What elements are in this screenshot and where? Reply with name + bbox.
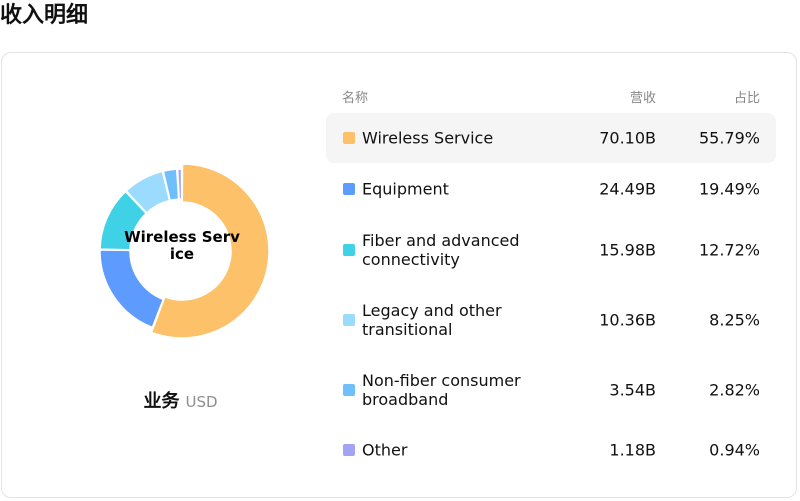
legend-swatch bbox=[343, 444, 355, 456]
row-name: Equipment bbox=[362, 179, 449, 199]
header-revenue: 营收 bbox=[629, 91, 656, 106]
table-row[interactable]: Legacy and other transitional 10.36B 8.2… bbox=[326, 295, 776, 345]
legend-swatch bbox=[343, 244, 355, 256]
row-share: 2.82% bbox=[709, 380, 760, 400]
donut-chart[interactable]: Wireless Service bbox=[84, 153, 280, 349]
row-revenue: 24.49B bbox=[599, 179, 656, 199]
chart-caption: 业务 USD bbox=[2, 387, 359, 413]
revenue-card: Wireless Service 业务 USD 名称 营收 占比 Wireless… bbox=[1, 52, 797, 498]
row-revenue: 10.36B bbox=[599, 310, 656, 330]
legend-swatch bbox=[343, 183, 355, 195]
row-name: Other bbox=[362, 440, 408, 460]
caption-label: 业务 bbox=[143, 391, 180, 412]
page-title: 收入明细 bbox=[0, 3, 89, 28]
row-share: 0.94% bbox=[709, 440, 760, 460]
header-share: 占比 bbox=[733, 91, 760, 106]
donut-slice[interactable] bbox=[99, 249, 165, 329]
donut-slice[interactable] bbox=[125, 170, 171, 214]
table-row[interactable]: Fiber and advanced connectivity 15.98B 1… bbox=[326, 225, 776, 275]
legend-swatch bbox=[343, 132, 355, 144]
donut-center-label: Wireless Service bbox=[124, 228, 240, 263]
table-row[interactable]: Wireless Service 70.10B 55.79% bbox=[326, 113, 776, 163]
row-share: 12.72% bbox=[698, 240, 760, 260]
donut-slice[interactable] bbox=[176, 168, 183, 200]
row-name: Non-fiber consumer broadband bbox=[362, 371, 521, 409]
header-name: 名称 bbox=[342, 91, 369, 106]
row-share: 8.25% bbox=[709, 310, 760, 330]
table-header: 名称 营收 占比 bbox=[326, 87, 776, 107]
row-revenue: 70.10B bbox=[599, 128, 656, 148]
table-row[interactable]: Non-fiber consumer broadband 3.54B 2.82% bbox=[326, 365, 776, 415]
caption-unit: USD bbox=[185, 393, 218, 411]
legend-swatch bbox=[343, 314, 355, 326]
donut-slice[interactable] bbox=[99, 190, 148, 251]
donut-svg bbox=[99, 163, 270, 339]
donut-slice[interactable] bbox=[150, 163, 270, 339]
row-share: 55.79% bbox=[698, 128, 760, 148]
row-share: 19.49% bbox=[698, 179, 760, 199]
row-revenue: 15.98B bbox=[599, 240, 656, 260]
row-revenue: 3.54B bbox=[609, 380, 656, 400]
row-name: Fiber and advanced connectivity bbox=[362, 231, 520, 269]
legend-swatch bbox=[343, 384, 355, 396]
table-row[interactable]: Equipment 24.49B 19.49% bbox=[326, 164, 776, 214]
row-revenue: 1.18B bbox=[609, 440, 656, 460]
row-name: Legacy and other transitional bbox=[362, 301, 502, 339]
row-name: Wireless Service bbox=[362, 128, 494, 148]
table-row[interactable]: Other 1.18B 0.94% bbox=[326, 425, 776, 475]
